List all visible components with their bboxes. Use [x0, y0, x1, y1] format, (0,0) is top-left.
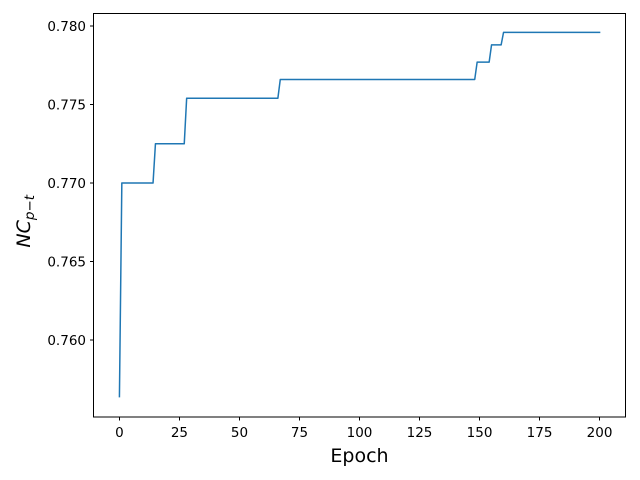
y-tick-label: 0.775 [47, 97, 86, 113]
data-line [118, 31, 601, 398]
y-axis-label: NCp−t [13, 194, 38, 247]
y-tick-label: 0.765 [47, 254, 86, 270]
x-tick-label: 25 [171, 425, 188, 441]
x-tick-label: 125 [407, 425, 433, 441]
x-tick-label: 50 [231, 425, 248, 441]
x-tick-label: 150 [467, 425, 493, 441]
y-tick-label: 0.770 [47, 176, 86, 192]
x-tick-label: 200 [587, 425, 613, 441]
x-tick-label: 75 [291, 425, 308, 441]
y-tick-label: 0.780 [47, 19, 86, 35]
y-tick-label: 0.760 [47, 333, 86, 349]
x-tick-label: 100 [347, 425, 373, 441]
x-tick-label: 0 [115, 425, 124, 441]
x-axis-label: Epoch [330, 445, 388, 467]
x-axis: 0 25 50 75 100 125 150 175 200 [115, 417, 612, 441]
x-tick-label: 175 [527, 425, 553, 441]
y-axis: 0.760 0.765 0.770 0.775 0.780 [47, 19, 94, 349]
